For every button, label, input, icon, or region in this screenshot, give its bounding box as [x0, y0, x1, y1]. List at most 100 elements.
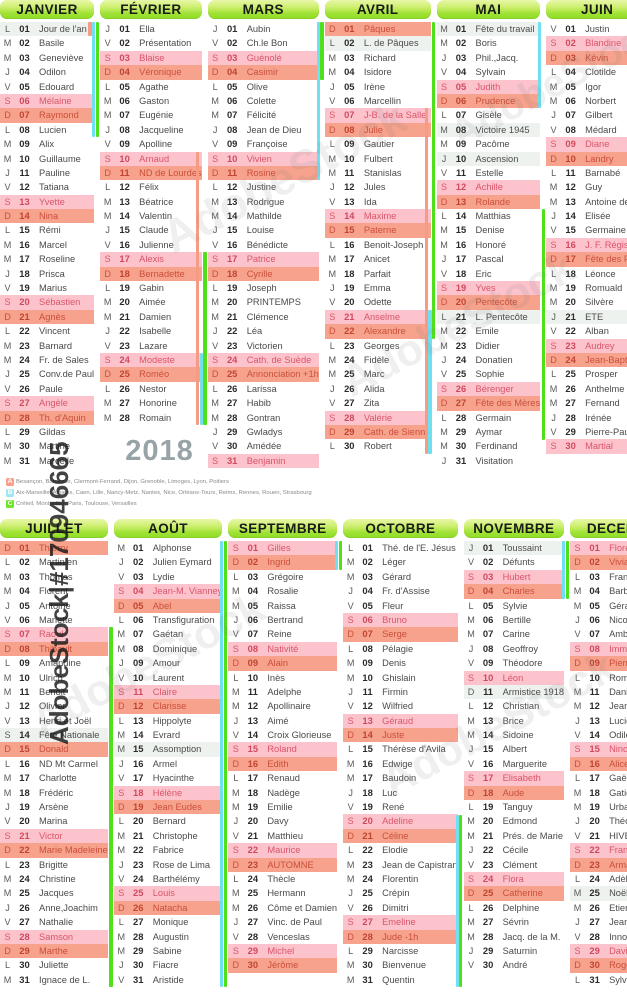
day-row[interactable]: M 14 Evrard	[113, 728, 223, 743]
day-row[interactable]: M 17 Charlotte	[0, 771, 108, 786]
day-row[interactable]: S 24 Cath. de Suède	[207, 352, 319, 368]
day-row[interactable]: S 24 Modeste	[100, 352, 202, 368]
day-row[interactable]: V 16 Marguerite	[463, 756, 565, 772]
day-row[interactable]: D 29 Cath. de Sienne	[324, 424, 431, 440]
day-row[interactable]: M 10 Guillaume	[0, 151, 95, 166]
day-row[interactable]: J 30 Fiacre	[113, 958, 223, 973]
day-row[interactable]: J 15 Louise	[207, 223, 319, 238]
day-row[interactable]: J 07 Gilbert	[546, 108, 627, 123]
day-row[interactable]: L 28 Germain	[436, 410, 541, 425]
day-row[interactable]: D 30 Jérôme	[228, 958, 338, 973]
day-row[interactable]: V 13 Henri et Joël	[0, 713, 108, 729]
day-row[interactable]: L 09 Gautier	[324, 137, 431, 152]
day-row[interactable]: M 07 Félicité	[207, 108, 319, 123]
day-row[interactable]: D23Armand	[570, 857, 627, 872]
day-row[interactable]: S 05 Judith	[436, 79, 541, 94]
day-row[interactable]: D 23 AUTOMNE	[228, 857, 338, 872]
day-row[interactable]: L 29 Gildas	[0, 424, 95, 440]
day-row[interactable]: M 04 Isidore	[324, 65, 431, 80]
day-row[interactable]: M 19 Romuald	[546, 281, 627, 296]
day-row[interactable]: J 22 Isabelle	[100, 324, 202, 339]
day-row[interactable]: L 17 Renaud	[228, 771, 338, 786]
day-row[interactable]: M 26 Anthelme	[546, 381, 627, 397]
day-row[interactable]: S 13 Géraud	[343, 713, 458, 729]
day-row[interactable]: V 23 Victorien	[207, 338, 319, 353]
day-row[interactable]: S 22 Maurice	[228, 843, 338, 858]
day-row[interactable]: S 03 Guénolé	[207, 50, 319, 66]
day-row[interactable]: D 16 Edith	[228, 756, 338, 772]
day-row[interactable]: D 28 Jude -1h	[343, 929, 458, 944]
day-row[interactable]: V 09 Apolline	[100, 137, 202, 152]
day-row[interactable]: D 10 Landry	[546, 151, 627, 166]
day-row[interactable]: S01Florence	[570, 541, 627, 556]
day-row[interactable]: M 21 Clémence	[207, 309, 319, 325]
day-row[interactable]: L 22 Elodie	[343, 843, 458, 858]
day-row[interactable]: M 23 Didier	[436, 338, 541, 353]
day-row[interactable]: J 08 Geoffroy	[463, 641, 565, 657]
day-row[interactable]: S15Ninon	[570, 742, 627, 757]
day-row[interactable]: D 29 Marthe	[0, 943, 108, 959]
day-row[interactable]: V 23 Clément	[463, 857, 565, 872]
day-row[interactable]: M 12 Guy	[546, 180, 627, 195]
day-row[interactable]: V 03 Lydie	[113, 569, 223, 585]
day-row[interactable]: V 02 Défunts	[463, 555, 565, 570]
day-row[interactable]: S 11 Claire	[113, 684, 223, 700]
day-row[interactable]: S 06 Mélaine	[0, 93, 95, 109]
day-row[interactable]: S 20 Sébastien	[0, 295, 95, 310]
day-row[interactable]: M 31 Ignace de L.	[0, 972, 108, 988]
day-row[interactable]: V 25 Sophie	[436, 367, 541, 382]
day-row[interactable]: S 06 Bruno	[343, 612, 458, 628]
day-row[interactable]: V28Innocents	[570, 929, 627, 944]
day-row[interactable]: M 07 Eugénie	[100, 108, 202, 123]
day-row[interactable]: D 07 Serge	[343, 627, 458, 642]
day-row[interactable]: S 31 Benjamin	[207, 453, 319, 469]
day-row[interactable]: M 02 Boris	[436, 36, 541, 51]
day-row[interactable]: S 23 Audrey	[546, 338, 627, 353]
day-row[interactable]: V 04 Sylvain	[436, 65, 541, 80]
day-row[interactable]: L 06 Transfiguration	[113, 612, 223, 628]
day-row[interactable]: S22Françoise Xavière	[570, 843, 627, 858]
day-row[interactable]: D 08 Thibault	[0, 641, 108, 657]
day-row[interactable]: V 26 Dimitri	[343, 900, 458, 916]
day-row[interactable]: L 16 Benoit-Joseph	[324, 237, 431, 253]
day-row[interactable]: L 15 Rémi	[0, 223, 95, 238]
day-row[interactable]: S 03 Blaise	[100, 50, 202, 66]
day-row[interactable]: V 17 Hyacinthe	[113, 771, 223, 786]
day-row[interactable]: V 16 Julienne	[100, 237, 202, 253]
day-row[interactable]: M 03 Geneviève	[0, 50, 95, 66]
day-row[interactable]: J 08 Jean de Dieu	[207, 122, 319, 138]
day-row[interactable]: L 14 Matthias	[436, 209, 541, 224]
day-row[interactable]: J 23 Rose de Lima	[113, 857, 223, 872]
day-row[interactable]: M 13 Rodrigue	[207, 194, 319, 210]
day-row[interactable]: S 16 J. F. Régis	[546, 237, 627, 253]
day-row[interactable]: J 12 Olivier	[0, 699, 108, 714]
day-row[interactable]: D 21 Céline	[343, 828, 458, 844]
day-row[interactable]: V 02 Présentation	[100, 36, 202, 51]
day-row[interactable]: M12Jeanne F.C.	[570, 699, 627, 714]
day-row[interactable]: M 15 Assomption	[113, 742, 223, 757]
day-row[interactable]: M 03 Richard	[324, 50, 431, 66]
day-row[interactable]: V 11 Estelle	[436, 165, 541, 181]
day-row[interactable]: L 11 Barnabé	[546, 165, 627, 181]
day-row[interactable]: M 23 Barnard	[0, 338, 95, 353]
day-row[interactable]: M 10 Ulrich	[0, 670, 108, 685]
day-row[interactable]: L 23 Brigitte	[0, 857, 108, 872]
day-row[interactable]: M11Daniel	[570, 684, 627, 700]
day-row[interactable]: M 29 Aymar	[436, 424, 541, 440]
day-row[interactable]: L 07 Gisèle	[436, 108, 541, 123]
day-row[interactable]: D 14 Nina	[0, 209, 95, 224]
day-row[interactable]: J 08 Jacqueline	[100, 122, 202, 138]
day-row[interactable]: M 06 Gaston	[100, 93, 202, 109]
day-row[interactable]: J 27 Vinc. de Paul	[228, 915, 338, 930]
day-row[interactable]: J 05 Antoine	[0, 598, 108, 613]
day-row[interactable]: S 13 Yvette	[0, 194, 95, 210]
day-row[interactable]: M 11 Stanislas	[324, 165, 431, 181]
day-row[interactable]: V 12 Wilfried	[343, 699, 458, 714]
day-row[interactable]: J 15 Albert	[463, 742, 565, 757]
day-row[interactable]: D 19 Jean Eudes	[113, 800, 223, 815]
day-row[interactable]: M 10 Fulbert	[324, 151, 431, 166]
day-row[interactable]: J 01 Aubin	[207, 22, 319, 37]
day-row[interactable]: L 27 Monique	[113, 915, 223, 930]
